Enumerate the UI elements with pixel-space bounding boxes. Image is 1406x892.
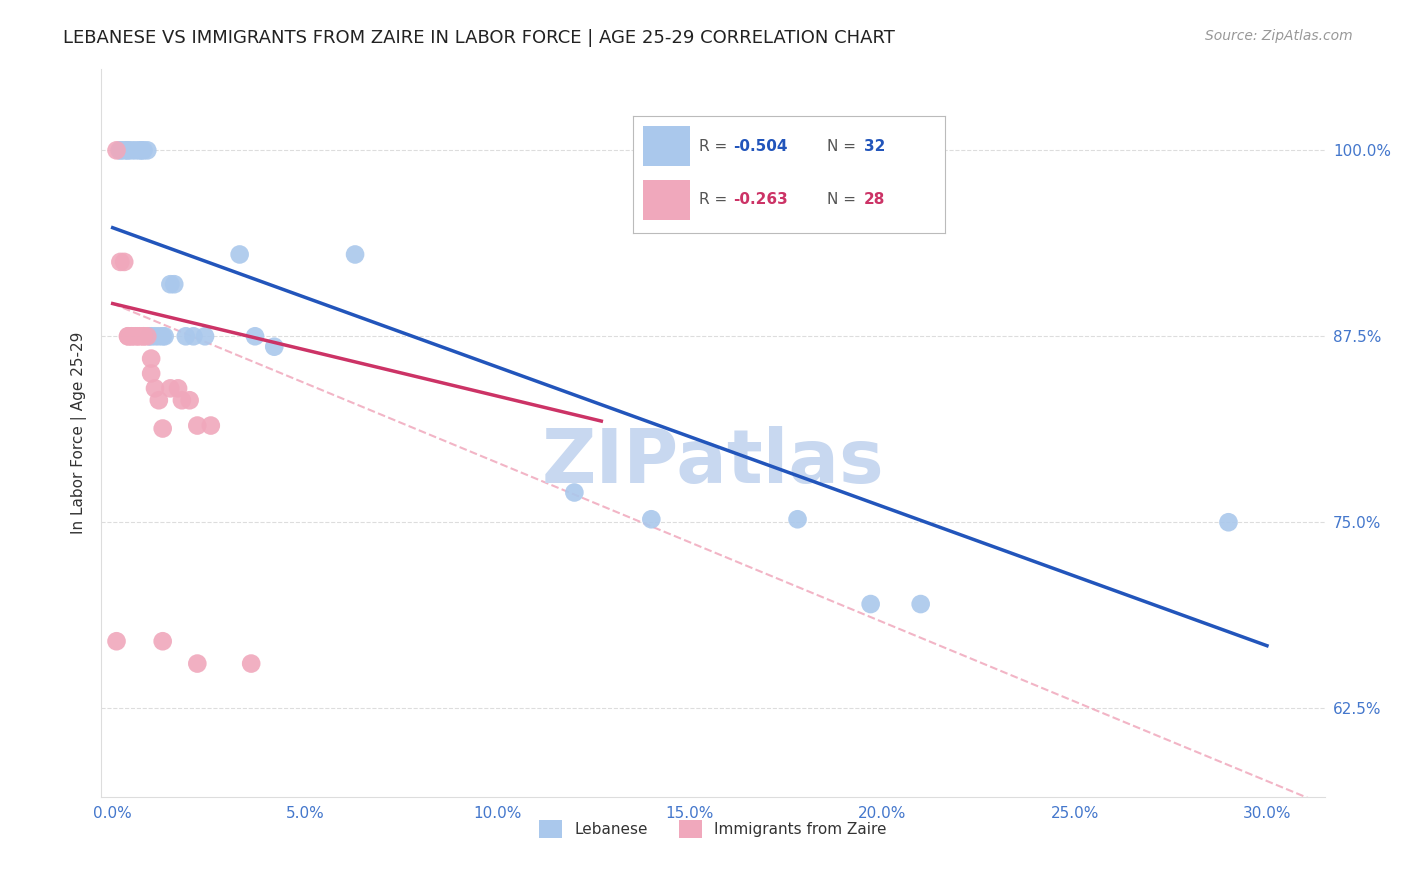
Text: LEBANESE VS IMMIGRANTS FROM ZAIRE IN LABOR FORCE | AGE 25-29 CORRELATION CHART: LEBANESE VS IMMIGRANTS FROM ZAIRE IN LAB…	[63, 29, 896, 46]
Point	[159, 277, 181, 292]
Point	[121, 144, 143, 158]
Point	[136, 144, 159, 158]
Point	[141, 329, 163, 343]
Point	[640, 512, 662, 526]
Point	[174, 329, 197, 343]
Point	[117, 144, 139, 158]
Point	[163, 277, 186, 292]
Point	[127, 329, 149, 343]
Point	[110, 144, 132, 158]
Point	[143, 329, 166, 343]
Point	[263, 340, 285, 354]
Point	[125, 144, 148, 158]
Point	[159, 381, 181, 395]
Point	[167, 381, 190, 395]
Point	[564, 485, 586, 500]
Point	[152, 421, 174, 435]
Point	[170, 393, 193, 408]
Point	[153, 329, 176, 343]
Point	[141, 367, 163, 381]
Point	[910, 597, 932, 611]
Point	[121, 329, 143, 343]
Point	[112, 255, 135, 269]
Point	[152, 329, 174, 343]
Point	[105, 634, 128, 648]
Point	[112, 144, 135, 158]
Point	[128, 329, 150, 343]
Point	[132, 329, 155, 343]
Point	[143, 381, 166, 395]
Point	[128, 144, 150, 158]
Point	[186, 657, 208, 671]
Point	[200, 418, 222, 433]
Point	[186, 418, 208, 433]
Point	[105, 144, 128, 158]
Point	[859, 597, 882, 611]
Text: ZIPatlas: ZIPatlas	[541, 425, 884, 499]
Y-axis label: In Labor Force | Age 25-29: In Labor Force | Age 25-29	[72, 332, 87, 534]
Point	[183, 329, 205, 343]
Point	[117, 329, 139, 343]
Point	[121, 329, 143, 343]
Point	[152, 634, 174, 648]
Point	[141, 351, 163, 366]
Point	[110, 255, 132, 269]
Point	[243, 329, 266, 343]
Point	[131, 144, 153, 158]
Point	[117, 144, 139, 158]
Point	[138, 329, 160, 343]
Point	[1218, 515, 1240, 529]
Point	[132, 144, 155, 158]
Point	[132, 329, 155, 343]
Point	[108, 144, 131, 158]
Point	[240, 657, 263, 671]
Point	[136, 329, 159, 343]
Point	[179, 393, 201, 408]
Point	[148, 393, 170, 408]
Point	[117, 329, 139, 343]
Point	[194, 329, 217, 343]
Point	[786, 512, 808, 526]
Point	[125, 329, 148, 343]
Point	[344, 247, 367, 261]
Text: Source: ZipAtlas.com: Source: ZipAtlas.com	[1205, 29, 1353, 43]
Point	[228, 247, 250, 261]
Legend: Lebanese, Immigrants from Zaire: Lebanese, Immigrants from Zaire	[533, 814, 893, 845]
Point	[148, 329, 170, 343]
